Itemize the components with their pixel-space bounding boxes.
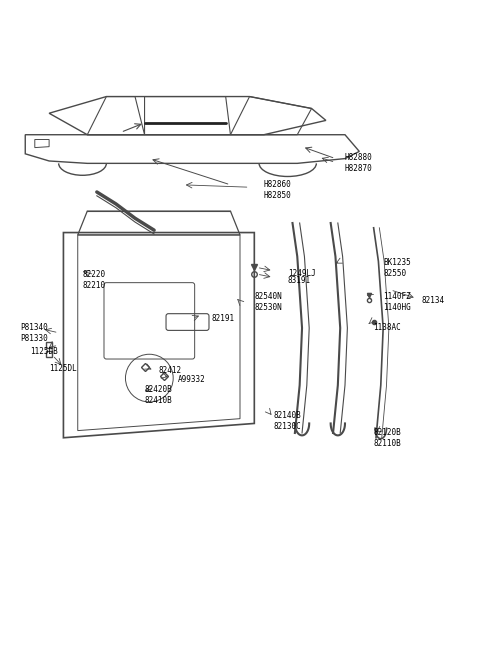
- Text: 82540N
82530N: 82540N 82530N: [254, 292, 282, 312]
- Text: 1125DB: 1125DB: [30, 348, 58, 356]
- Text: 82134: 82134: [421, 296, 444, 305]
- Text: 82420B
82410B: 82420B 82410B: [144, 385, 172, 405]
- Text: 1249LJ: 1249LJ: [288, 268, 315, 277]
- Text: 82120B
82110B: 82120B 82110B: [373, 428, 401, 448]
- Text: 83191: 83191: [288, 276, 311, 285]
- Text: 82220
82210: 82220 82210: [83, 270, 106, 291]
- Text: 1138AC: 1138AC: [373, 323, 401, 333]
- Text: 1125DL: 1125DL: [49, 364, 77, 373]
- Text: H82860
H82850: H82860 H82850: [264, 180, 292, 199]
- Text: 82191: 82191: [211, 314, 235, 323]
- Text: P81340
P81330: P81340 P81330: [21, 323, 48, 343]
- Text: H82880
H82870: H82880 H82870: [345, 154, 373, 173]
- Text: A99332: A99332: [178, 375, 206, 384]
- Text: BK1235
82550: BK1235 82550: [383, 258, 411, 278]
- Text: 82140B
82130C: 82140B 82130C: [274, 411, 301, 431]
- Text: 1140FZ
1140HG: 1140FZ 1140HG: [383, 292, 411, 312]
- Text: 82412: 82412: [159, 367, 182, 375]
